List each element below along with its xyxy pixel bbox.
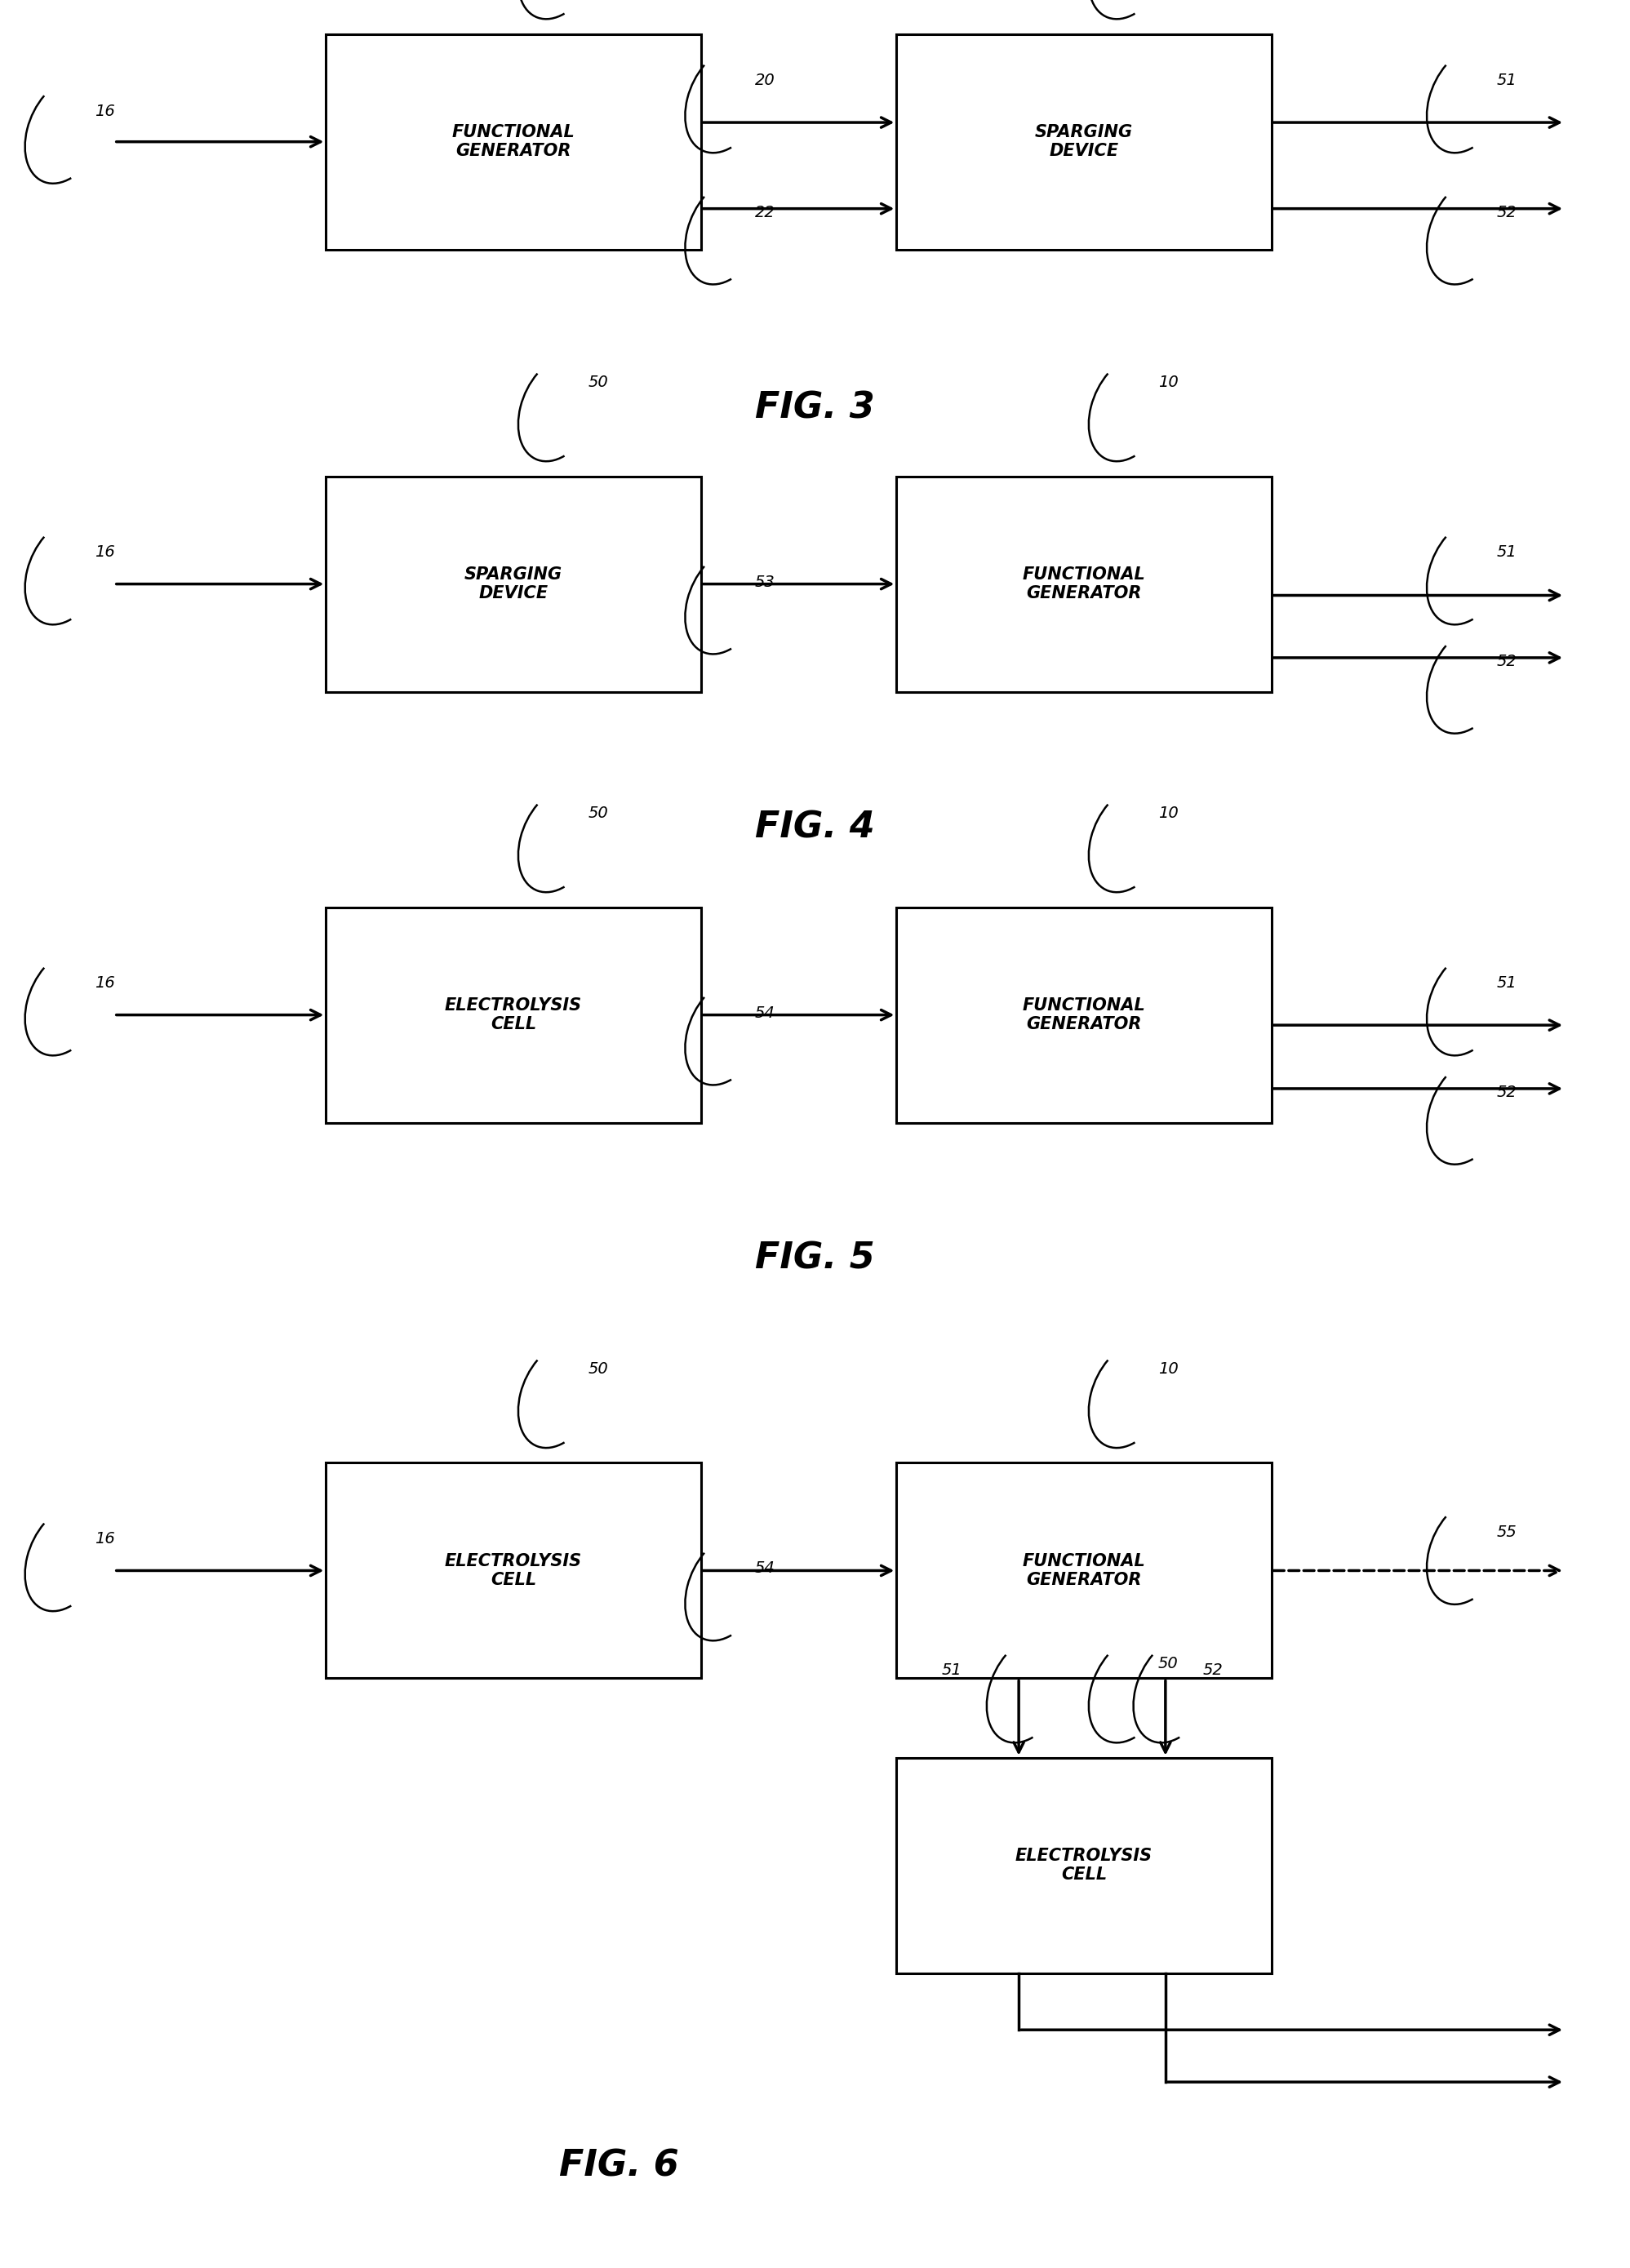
Text: 52: 52 bbox=[1496, 1084, 1516, 1100]
Text: 51: 51 bbox=[1496, 975, 1516, 991]
Text: 16: 16 bbox=[95, 1531, 114, 1547]
Text: 52: 52 bbox=[1496, 204, 1516, 220]
Text: 55: 55 bbox=[1496, 1524, 1516, 1540]
Text: 16: 16 bbox=[95, 544, 114, 560]
Text: 53: 53 bbox=[755, 574, 774, 590]
Bar bbox=[897, 907, 1271, 1123]
Text: ELECTROLYSIS
CELL: ELECTROLYSIS CELL bbox=[445, 998, 582, 1032]
Text: 54: 54 bbox=[755, 1005, 774, 1021]
Bar bbox=[897, 1463, 1271, 1678]
Text: 10: 10 bbox=[1159, 1361, 1178, 1377]
Text: 54: 54 bbox=[755, 1560, 774, 1576]
Bar bbox=[326, 907, 701, 1123]
Text: FIG. 5: FIG. 5 bbox=[755, 1241, 875, 1277]
Text: 50: 50 bbox=[1159, 1656, 1178, 1672]
Text: ELECTROLYSIS
CELL: ELECTROLYSIS CELL bbox=[445, 1554, 582, 1588]
Text: 10: 10 bbox=[1159, 805, 1178, 821]
Bar bbox=[897, 1758, 1271, 1973]
Bar bbox=[897, 34, 1271, 249]
Text: 52: 52 bbox=[1203, 1662, 1222, 1678]
Text: ELECTROLYSIS
CELL: ELECTROLYSIS CELL bbox=[1015, 1848, 1152, 1882]
Text: 50: 50 bbox=[588, 1361, 608, 1377]
Text: SPARGING
DEVICE: SPARGING DEVICE bbox=[465, 567, 562, 601]
Text: FUNCTIONAL
GENERATOR: FUNCTIONAL GENERATOR bbox=[1022, 1554, 1146, 1588]
Text: 50: 50 bbox=[588, 374, 608, 390]
Text: FUNCTIONAL
GENERATOR: FUNCTIONAL GENERATOR bbox=[1022, 567, 1146, 601]
Text: 16: 16 bbox=[95, 975, 114, 991]
Text: SPARGING
DEVICE: SPARGING DEVICE bbox=[1035, 125, 1133, 159]
Text: 51: 51 bbox=[1496, 544, 1516, 560]
Bar bbox=[326, 34, 701, 249]
Bar bbox=[326, 476, 701, 692]
Text: 16: 16 bbox=[95, 104, 114, 120]
Text: FUNCTIONAL
GENERATOR: FUNCTIONAL GENERATOR bbox=[452, 125, 575, 159]
Text: FIG. 4: FIG. 4 bbox=[755, 810, 875, 846]
Text: 52: 52 bbox=[1496, 653, 1516, 669]
Bar bbox=[326, 1463, 701, 1678]
Bar bbox=[897, 476, 1271, 692]
Text: 51: 51 bbox=[1496, 73, 1516, 88]
Text: 22: 22 bbox=[755, 204, 774, 220]
Text: 51: 51 bbox=[942, 1662, 962, 1678]
Text: 20: 20 bbox=[755, 73, 774, 88]
Text: 50: 50 bbox=[588, 805, 608, 821]
Text: FIG. 6: FIG. 6 bbox=[559, 2148, 680, 2184]
Text: 10: 10 bbox=[1159, 374, 1178, 390]
Text: FUNCTIONAL
GENERATOR: FUNCTIONAL GENERATOR bbox=[1022, 998, 1146, 1032]
Text: FIG. 3: FIG. 3 bbox=[755, 390, 875, 426]
